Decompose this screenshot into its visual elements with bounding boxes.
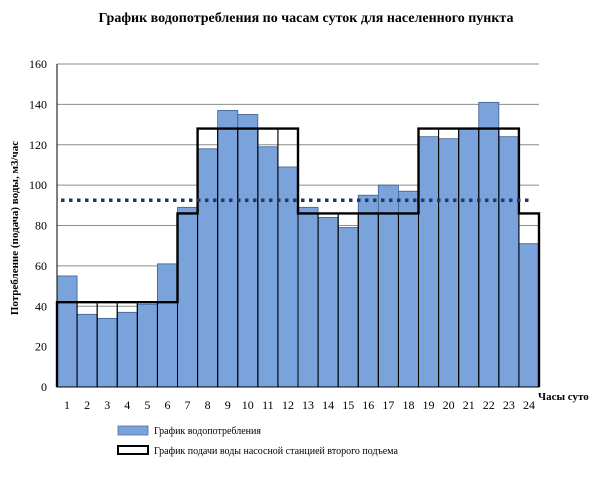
x-tick-label: 12 xyxy=(282,398,294,412)
x-tick-label: 21 xyxy=(463,398,475,412)
bar-consumption xyxy=(116,311,138,388)
x-tick-label: 23 xyxy=(503,398,515,412)
legend: График водопотребления График подачи вод… xyxy=(117,425,398,457)
y-tick-label: 20 xyxy=(35,340,47,354)
x-tick-label: 13 xyxy=(302,398,314,412)
legend-swatch-supply xyxy=(117,445,149,455)
bar-consumption xyxy=(197,148,219,388)
bar-consumption xyxy=(337,227,359,388)
bar-consumption xyxy=(177,206,198,388)
x-tick-label: 17 xyxy=(382,398,394,412)
x-tick-label: 11 xyxy=(262,398,274,412)
bar-consumption xyxy=(317,217,339,388)
bar-consumption xyxy=(498,136,520,388)
x-tick-label: 5 xyxy=(144,398,150,412)
x-tick-label: 6 xyxy=(164,398,170,412)
bar-consumption xyxy=(257,146,279,388)
bar-consumption xyxy=(377,184,399,388)
x-tick-label: 14 xyxy=(322,398,334,412)
bar-consumption xyxy=(157,263,178,388)
x-tick-label: 16 xyxy=(362,398,374,412)
y-tick-label: 160 xyxy=(29,57,47,71)
bar-consumption xyxy=(217,110,239,388)
x-tick-label: 19 xyxy=(423,398,435,412)
x-tick-label: 24 xyxy=(523,398,535,412)
y-tick-labels: 0 20 40 60 80 100 120 140 160 xyxy=(29,57,47,394)
y-tick-label: 80 xyxy=(35,219,47,233)
x-tick-label: 7 xyxy=(185,398,191,412)
x-tick-label: 1 xyxy=(64,398,70,412)
legend-label-consumption: График водопотребления xyxy=(154,426,261,437)
x-axis-label: Часы суто xyxy=(538,391,589,403)
bar-consumption xyxy=(237,114,259,388)
x-tick-label: 4 xyxy=(124,398,130,412)
axes xyxy=(56,64,539,388)
bar-consumption xyxy=(96,317,118,388)
bar-consumption xyxy=(76,313,98,388)
bar-consumption xyxy=(518,243,540,388)
x-tick-label: 2 xyxy=(84,398,90,412)
bar-consumption xyxy=(478,101,500,388)
bar-consumption xyxy=(418,136,439,388)
x-tick-label: 22 xyxy=(483,398,495,412)
y-tick-label: 140 xyxy=(29,97,47,111)
y-axis-label: Потребление (подача) воды, м3/час xyxy=(9,141,21,315)
x-tick-label: 9 xyxy=(225,398,231,412)
x-tick-label: 18 xyxy=(402,398,414,412)
x-tick-label: 20 xyxy=(443,398,455,412)
chart-title: График водопотребления по часам суток дл… xyxy=(99,11,514,26)
bar-consumption xyxy=(357,194,379,388)
y-tick-label: 0 xyxy=(41,380,47,394)
bar-consumption xyxy=(458,128,480,388)
bar-consumption xyxy=(136,303,158,388)
x-tick-label: 8 xyxy=(205,398,211,412)
x-tick-labels: 1 2 3 4 5 6 7 8 9 10 11 12 13 14 15 16 17 18 19 20 21 22 23 24 xyxy=(64,398,535,412)
legend-swatch-consumption xyxy=(117,425,149,436)
legend-label-supply: График подачи воды насосной станцией вто… xyxy=(154,446,398,457)
x-tick-label: 3 xyxy=(104,398,110,412)
y-tick-label: 60 xyxy=(35,259,47,273)
bar-consumption xyxy=(297,206,319,388)
x-tick-label: 15 xyxy=(342,398,354,412)
bar-consumption xyxy=(438,138,460,388)
bar-consumption xyxy=(398,190,419,388)
bar-consumption xyxy=(56,275,78,388)
y-tick-label: 120 xyxy=(29,138,47,152)
supply-step-line xyxy=(55,127,541,387)
y-tick-label: 40 xyxy=(35,299,47,313)
x-tick-label: 10 xyxy=(242,398,254,412)
y-tick-label: 100 xyxy=(29,178,47,192)
